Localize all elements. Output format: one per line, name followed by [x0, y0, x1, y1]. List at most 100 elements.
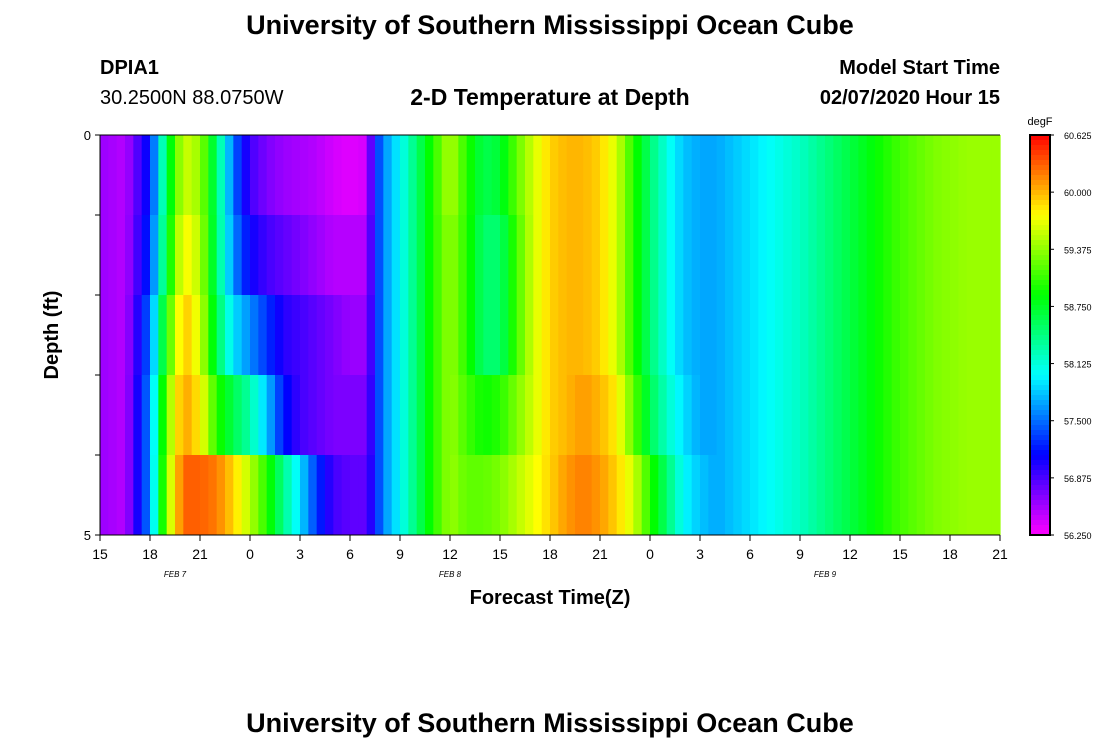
- heatmap-cell: [675, 295, 684, 375]
- heatmap-cell: [666, 135, 676, 215]
- heatmap-cell: [783, 135, 793, 215]
- heatmap-cell: [200, 135, 209, 215]
- heatmap-cell: [158, 455, 168, 535]
- heatmap-cell: [841, 295, 851, 375]
- heatmap-cell: [308, 135, 318, 215]
- colorbar-cell: [1030, 510, 1050, 516]
- colorbar-cell: [1030, 405, 1050, 411]
- heatmap-cell: [575, 455, 584, 535]
- heatmap-cell: [341, 375, 351, 455]
- heatmap-cell: [925, 375, 934, 455]
- colorbar-cell: [1030, 385, 1050, 391]
- x-tick-label: 21: [192, 546, 208, 562]
- heatmap-cell: [241, 455, 251, 535]
- heatmap-cell: [700, 295, 709, 375]
- heatmap-cell: [475, 135, 484, 215]
- heatmap-cell: [941, 455, 951, 535]
- heatmap-cell: [475, 215, 484, 295]
- heatmap-cell: [525, 455, 534, 535]
- heatmap-cell: [108, 375, 118, 455]
- heatmap-cell: [216, 455, 226, 535]
- heatmap-cell: [875, 295, 884, 375]
- heatmap-cell: [716, 215, 726, 295]
- colorbar-cell: [1030, 320, 1050, 326]
- heatmap-cell: [650, 455, 659, 535]
- heatmap-cell: [941, 295, 951, 375]
- heatmap-cell: [991, 455, 1001, 535]
- colorbar-unit: degF: [1027, 116, 1052, 128]
- heatmap-cell: [775, 375, 784, 455]
- heatmap-cell: [766, 375, 776, 455]
- heatmap-cell: [658, 375, 668, 455]
- heatmap-cell: [608, 295, 618, 375]
- heatmap-cell: [416, 295, 426, 375]
- heatmap-cell: [550, 375, 559, 455]
- colorbar-cell: [1030, 155, 1050, 161]
- heatmap-cell: [575, 375, 584, 455]
- heatmap-cell: [566, 215, 576, 295]
- heatmap-cell: [100, 135, 109, 215]
- heatmap-cell: [950, 135, 959, 215]
- heatmap-cell: [391, 375, 401, 455]
- colorbar-tick-label: 57.500: [1064, 417, 1092, 427]
- heatmap-cell: [533, 375, 543, 455]
- heatmap-cell: [808, 135, 818, 215]
- heatmap-cell: [833, 215, 843, 295]
- colorbar-cell: [1030, 285, 1050, 291]
- heatmap-cell: [641, 215, 651, 295]
- heatmap-cell: [283, 455, 293, 535]
- heatmap-cell: [250, 455, 259, 535]
- heatmap-cell: [300, 295, 309, 375]
- heatmap-cell: [975, 455, 984, 535]
- heatmap-cell: [641, 455, 651, 535]
- colorbar-cell: [1030, 475, 1050, 481]
- heatmap-cell: [900, 295, 909, 375]
- heatmap-cell: [825, 295, 834, 375]
- heatmap-cell: [350, 375, 359, 455]
- heatmap-cell: [233, 215, 243, 295]
- heatmap-cell: [391, 215, 401, 295]
- heatmap-cell: [708, 135, 718, 215]
- heatmap-cell: [591, 135, 601, 215]
- heatmap-cell: [483, 455, 493, 535]
- colorbar-cell: [1030, 350, 1050, 356]
- heatmap-cell: [375, 215, 384, 295]
- heatmap-cell: [525, 375, 534, 455]
- heatmap-cell: [916, 455, 926, 535]
- heatmap-cell: [108, 295, 118, 375]
- heatmap-cell: [266, 455, 276, 535]
- heatmap-cell: [275, 455, 284, 535]
- heatmap-cell: [450, 375, 459, 455]
- heatmap-cell: [358, 215, 368, 295]
- heatmap-cell: [558, 215, 568, 295]
- heatmap-cell: [466, 295, 476, 375]
- heatmap-cell: [958, 295, 968, 375]
- heatmap-cell: [291, 135, 301, 215]
- heatmap-cell: [416, 135, 426, 215]
- heatmap-cell: [475, 455, 484, 535]
- heatmap-cell: [916, 295, 926, 375]
- heatmap-cell: [225, 455, 234, 535]
- heatmap-cell: [616, 455, 626, 535]
- heatmap-cell: [975, 135, 984, 215]
- heatmap-cell: [708, 295, 718, 375]
- heatmap-cell: [341, 215, 351, 295]
- heatmap-cell: [116, 455, 126, 535]
- heatmap-cell: [150, 375, 159, 455]
- heatmap-cell: [750, 455, 759, 535]
- heatmap-cell: [316, 375, 326, 455]
- heatmap-cell: [450, 135, 459, 215]
- heatmap-cell: [558, 295, 568, 375]
- date-label: FEB 7: [164, 570, 187, 579]
- heatmap-cell: [725, 215, 734, 295]
- heatmap-cell: [358, 455, 368, 535]
- heatmap-cell: [950, 455, 959, 535]
- heatmap-cell: [158, 295, 168, 375]
- heatmap-cell: [616, 375, 626, 455]
- date-label: FEB 8: [439, 570, 462, 579]
- heatmap-cell: [258, 455, 268, 535]
- heatmap-cell: [500, 215, 509, 295]
- heatmap-cell: [225, 135, 234, 215]
- heatmap-cell: [491, 455, 501, 535]
- heatmap-cell: [658, 455, 668, 535]
